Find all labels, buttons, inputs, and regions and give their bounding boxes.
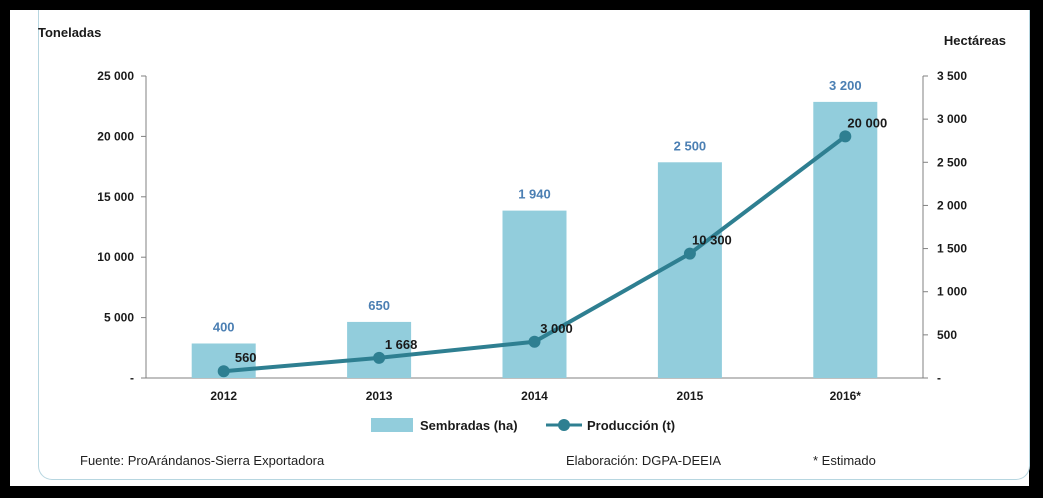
left-axis-tick-label: -	[130, 371, 134, 385]
legend-marker-produccion	[558, 419, 570, 431]
line-data-label: 10 300	[692, 233, 732, 248]
left-axis-tick-label: 25 000	[97, 69, 134, 83]
chart: Toneladas Hectáreas - 5 000 10 000 15 000 20…	[38, 25, 1006, 433]
right-axis-tick-label: 1 000	[937, 285, 967, 299]
x-axis-tick-label: 2014	[521, 389, 548, 403]
right-axis-tick-label: 2 500	[937, 155, 967, 169]
left-axis-title: Toneladas	[38, 25, 101, 40]
bar	[657, 162, 722, 378]
bar-data-label: 400	[213, 319, 235, 334]
right-axis-tick-label: -	[937, 371, 941, 385]
left-axis-tick-label: 15 000	[97, 190, 134, 204]
bar	[502, 210, 567, 378]
right-axis-title: Hectáreas	[944, 33, 1006, 48]
line-point	[683, 247, 696, 260]
bar-data-label: 1 940	[518, 187, 551, 202]
line-series	[217, 130, 852, 378]
bar-data-label: 2 500	[674, 138, 707, 153]
bar	[813, 101, 878, 378]
right-axis-tick-label: 500	[937, 328, 957, 342]
legend-swatch-sembradas	[371, 418, 413, 432]
line-point	[217, 365, 230, 378]
axes: - 5 000 10 000 15 000 20 000 25 000 - 500 1 000 1…	[97, 69, 967, 403]
footer-note: * Estimado	[813, 453, 876, 468]
x-axis-tick-label: 2012	[210, 389, 237, 403]
right-axis-tick-label: 1 500	[937, 242, 967, 256]
line-data-label: 3 000	[540, 321, 573, 336]
legend: Sembradas (ha) Producción (t)	[371, 418, 675, 433]
x-axis-tick-label: 2013	[366, 389, 393, 403]
line-data-label: 560	[235, 350, 257, 365]
line-point	[528, 335, 541, 348]
bar-series	[191, 101, 878, 378]
chart-panel	[38, 10, 1030, 480]
line-data-label: 1 668	[385, 337, 418, 352]
left-axis-tick-label: 20 000	[97, 129, 134, 143]
legend-label-sembradas: Sembradas (ha)	[420, 418, 518, 433]
legend-label-produccion: Producción (t)	[587, 418, 675, 433]
line-data-label: 20 000	[847, 115, 887, 130]
x-axis-tick-label: 2015	[677, 389, 704, 403]
x-axis-tick-label: 2016*	[830, 389, 862, 403]
bar	[347, 321, 412, 378]
left-axis-tick-label: 10 000	[97, 250, 134, 264]
figure-frame: Toneladas Hectáreas - 5 000 10 000 15 000 20…	[10, 10, 1030, 486]
right-axis-tick-label: 3 000	[937, 112, 967, 126]
data-labels: 400 650 1 940 2 500 3 200 560 1 668 3 000 10 300…	[213, 78, 887, 365]
bar-data-label: 650	[368, 298, 390, 313]
bar-data-label: 3 200	[829, 78, 862, 93]
line-point	[373, 351, 386, 364]
left-axis-tick-label: 5 000	[104, 311, 134, 325]
right-axis-tick-label: 3 500	[937, 69, 967, 83]
footer-elaboration: Elaboración: DGPA-DEEIA	[566, 453, 722, 468]
right-axis-tick-label: 2 000	[937, 198, 967, 212]
line-point	[839, 130, 852, 143]
footer-source: Fuente: ProArándanos-Sierra Exportadora	[80, 453, 325, 468]
